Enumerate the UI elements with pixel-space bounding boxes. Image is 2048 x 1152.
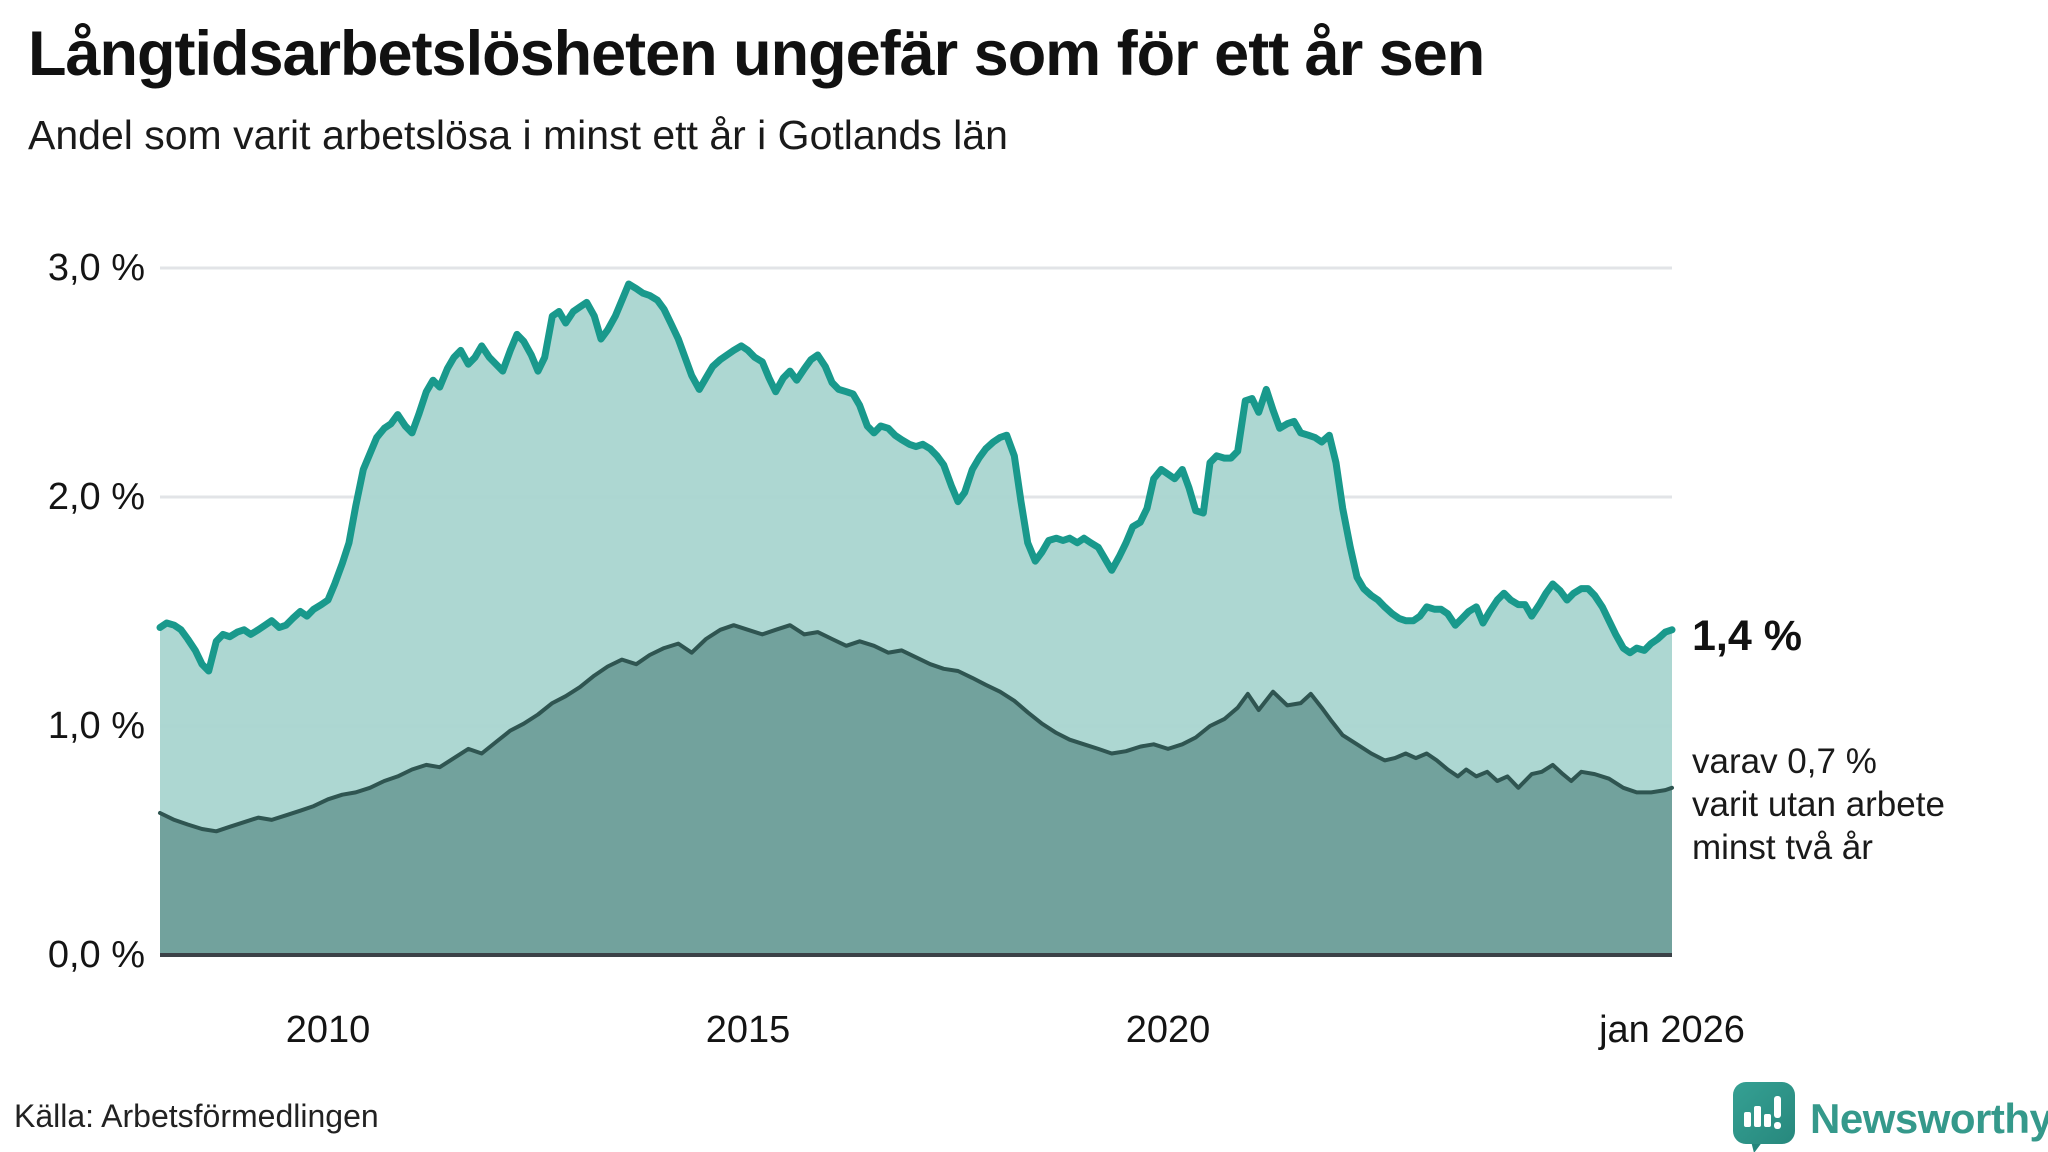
two-year-share-line2: varit utan arbete xyxy=(1692,785,1945,824)
y-tick-label: 2,0 % xyxy=(47,476,145,518)
x-tick-label: 2015 xyxy=(705,1009,791,1051)
source-credit: Källa: Arbetsförmedlingen xyxy=(14,1098,379,1134)
x-tick-label: 2010 xyxy=(285,1009,371,1051)
area-series-2 xyxy=(160,625,1672,955)
newsworthy-logo-icon xyxy=(1733,1082,1795,1152)
newsworthy-logo: Newsworthy xyxy=(1732,1082,2048,1152)
x-tick-label: jan 2026 xyxy=(1599,1009,1745,1051)
newsworthy-wordmark: Newsworthy xyxy=(1810,1095,2048,1142)
x-tick-label: 2020 xyxy=(1125,1009,1211,1051)
y-tick-label: 1,0 % xyxy=(47,705,145,747)
y-tick-label: 0,0 % xyxy=(47,934,145,976)
latest-value-label: 1,4 % xyxy=(1692,612,1802,660)
y-tick-label: 3,0 % xyxy=(47,247,145,289)
two-year-share-label: varav 0,7 % varit utan arbete minst två … xyxy=(1692,740,1945,869)
line-series-1 xyxy=(156,280,1676,675)
two-year-share-line1: varav 0,7 % xyxy=(1692,742,1877,781)
two-year-share-line3: minst två år xyxy=(1692,828,1873,867)
chart-subtitle: Andel som varit arbetslösa i minst ett å… xyxy=(28,112,1008,158)
chart-title: Långtidsarbetslösheten ungefär som för e… xyxy=(28,19,1485,89)
line-series-2 xyxy=(158,623,1674,834)
